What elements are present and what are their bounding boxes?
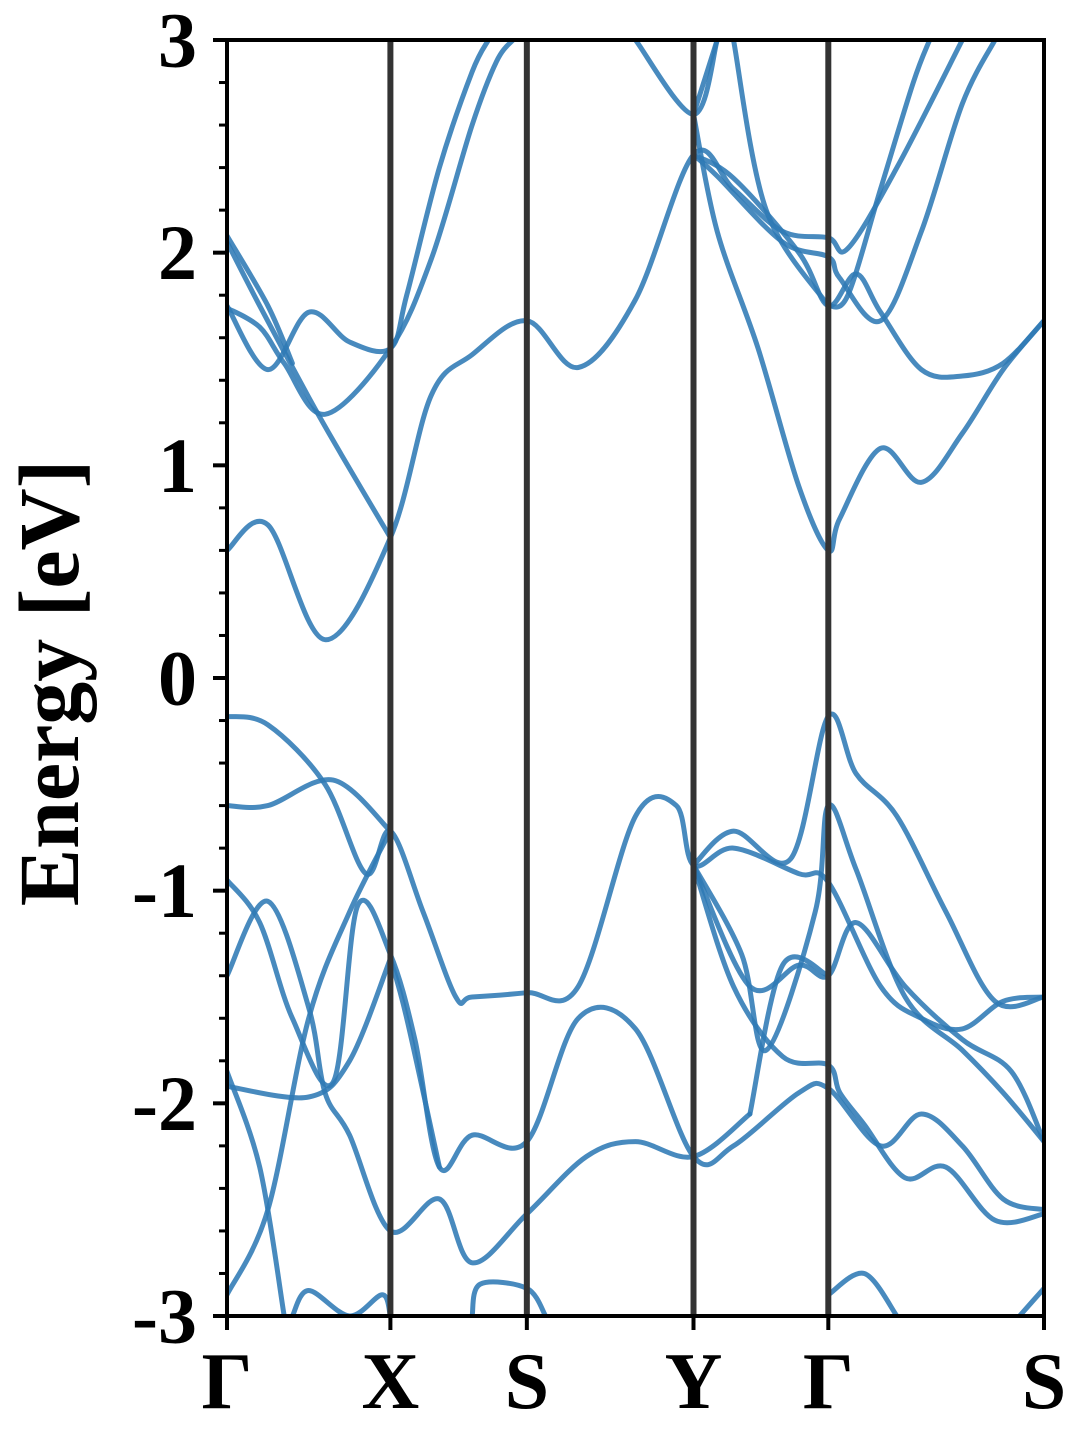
y-tick-label: 0 xyxy=(158,635,197,722)
band-line-20 xyxy=(227,898,753,1266)
band-line-15 xyxy=(691,711,1044,1010)
band-line-4 xyxy=(227,239,393,541)
band-line-18 xyxy=(691,862,1044,1226)
x-tick-label-5: Γ xyxy=(803,1338,854,1426)
x-tick-label-4: Y xyxy=(665,1338,723,1426)
y-tick-label: 2 xyxy=(158,209,197,296)
band-line-12 xyxy=(731,40,831,309)
band-line-27 xyxy=(469,1279,549,1316)
x-tick-label-3: S xyxy=(505,1338,550,1426)
band-line-14 xyxy=(227,777,393,834)
y-axis-ticks: 3 2 1 0 -1 -2 -3 xyxy=(132,0,227,1360)
y-axis-label: Energy [eV] xyxy=(1,460,97,907)
band-line-22 xyxy=(227,828,393,1298)
band-line-5 xyxy=(227,233,295,366)
y-tick-label: -3 xyxy=(132,1273,197,1360)
band-line-26 xyxy=(289,1288,393,1316)
symmetry-lines xyxy=(387,40,832,1316)
band-line-25 xyxy=(747,954,831,1117)
band-lines xyxy=(227,40,1044,1316)
band-line-23 xyxy=(227,1068,287,1316)
band-line-21 xyxy=(227,956,393,1101)
x-tick-label-2: X xyxy=(362,1338,420,1426)
y-tick-label: -1 xyxy=(132,847,197,934)
y-tick-label: 3 xyxy=(158,0,197,84)
band-line-24 xyxy=(387,956,442,1170)
band-line-7 xyxy=(691,111,1044,554)
y-tick-label: 1 xyxy=(158,422,197,509)
band-line-17 xyxy=(691,862,1044,1145)
band-line-11 xyxy=(825,40,933,310)
x-tick-label-6: S xyxy=(1022,1338,1067,1426)
band-line-19 xyxy=(227,877,1044,1213)
band-line-1 xyxy=(227,40,965,643)
band-line-28 xyxy=(825,1270,900,1316)
y-tick-label: -2 xyxy=(132,1060,197,1147)
x-tick-label-1: Γ xyxy=(202,1338,253,1426)
